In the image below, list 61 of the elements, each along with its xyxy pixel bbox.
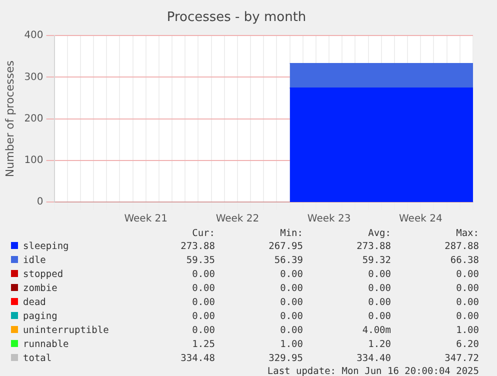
text: 0.00 <box>367 268 392 282</box>
x-tick-label: Week 21 <box>124 214 168 225</box>
text: 4.00m <box>361 324 392 338</box>
text: 0.00 <box>191 310 216 324</box>
legend-label: zombie <box>22 282 58 296</box>
text: 0.00 <box>191 282 216 296</box>
legend-label: uninterruptible <box>22 324 110 338</box>
y-axis-title: Number of processes <box>3 60 16 178</box>
legend-label: paging <box>22 310 58 324</box>
x-tick-label: Week 24 <box>399 214 442 225</box>
text: 0.00 <box>191 268 216 282</box>
legend-label: idle <box>22 254 47 268</box>
text: 1.25 <box>191 338 216 352</box>
text: Avg: <box>367 228 392 240</box>
text: 334.40 <box>356 352 392 366</box>
legend-label: sleeping <box>22 240 70 254</box>
text: Max: <box>455 228 480 240</box>
text: 329.95 <box>268 352 304 366</box>
text: 273.88 <box>180 240 216 254</box>
text: 0.00 <box>279 268 304 282</box>
y-tick-label: 0 <box>36 196 44 208</box>
text: Min: <box>279 228 304 240</box>
text: 273.88 <box>356 240 392 254</box>
text: 59.35 <box>185 254 216 268</box>
y-tick-label: 300 <box>24 72 44 83</box>
legend-label: runnable <box>22 338 70 352</box>
legend-label: total <box>22 352 53 366</box>
x-tick-label: Week 23 <box>307 214 351 225</box>
text: 59.32 <box>361 254 392 268</box>
text: 287.88 <box>444 240 480 254</box>
text: 0.00 <box>367 296 392 310</box>
chart-title: Processes - by month <box>166 10 306 26</box>
text: 267.95 <box>268 240 304 254</box>
text: 6.20 <box>455 338 480 352</box>
text: 0.00 <box>279 324 304 338</box>
text: 0.00 <box>455 282 480 296</box>
text: 0.00 <box>455 268 480 282</box>
text: 1.20 <box>367 338 392 352</box>
text: 334.48 <box>180 352 216 366</box>
y-tick-label: 400 <box>24 30 44 42</box>
text: 0.00 <box>455 296 480 310</box>
text: 0.00 <box>367 282 392 296</box>
text: 0.00 <box>455 310 480 324</box>
text: Cur: <box>191 228 216 240</box>
legend-label: stopped <box>22 268 64 282</box>
text: 0.00 <box>279 296 304 310</box>
text: 66.38 <box>449 254 480 268</box>
text: 0.00 <box>279 310 304 324</box>
text: 0.00 <box>367 310 392 324</box>
text: 1.00 <box>455 324 480 338</box>
text: Last update: Mon Jun 16 20:00:04 2025 <box>266 366 480 376</box>
legend-label: dead <box>22 296 47 310</box>
text: 0.00 <box>191 324 216 338</box>
text: 1.00 <box>279 338 304 352</box>
y-tick-label: 100 <box>24 154 44 166</box>
x-tick-label: Week 22 <box>216 214 260 225</box>
text: 0.00 <box>191 296 216 310</box>
y-tick-label: 200 <box>24 113 44 124</box>
text: 0.00 <box>279 282 304 296</box>
text: 347.72 <box>444 352 480 366</box>
text: 56.39 <box>273 254 304 268</box>
